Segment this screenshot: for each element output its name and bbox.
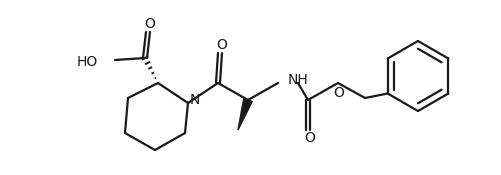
- Text: O: O: [145, 17, 155, 31]
- Text: HO: HO: [77, 55, 98, 69]
- Text: N: N: [190, 93, 200, 107]
- Text: O: O: [334, 86, 344, 100]
- Text: O: O: [305, 131, 316, 145]
- Text: O: O: [216, 38, 227, 52]
- Polygon shape: [238, 99, 253, 130]
- Text: NH: NH: [288, 73, 309, 87]
